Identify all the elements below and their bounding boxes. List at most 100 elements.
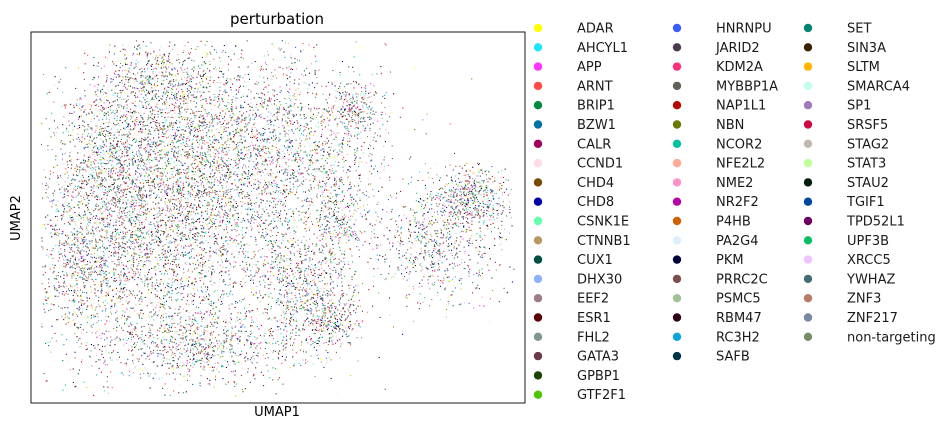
- scatter-point: [121, 70, 123, 72]
- scatter-point: [246, 192, 248, 194]
- scatter-point: [149, 185, 151, 187]
- scatter-point: [283, 127, 285, 129]
- scatter-point: [312, 92, 314, 94]
- scatter-point: [256, 83, 258, 85]
- scatter-point: [224, 162, 226, 164]
- scatter-point: [291, 235, 293, 237]
- scatter-point: [189, 329, 191, 331]
- scatter-point: [132, 264, 134, 266]
- scatter-point: [264, 259, 266, 261]
- scatter-point: [197, 141, 199, 143]
- scatter-point: [161, 281, 163, 283]
- scatter-point: [341, 182, 343, 184]
- scatter-point: [202, 221, 204, 223]
- scatter-point: [274, 227, 276, 229]
- scatter-point: [251, 258, 253, 260]
- scatter-point: [284, 347, 286, 349]
- scatter-point: [138, 290, 140, 292]
- scatter-point: [183, 83, 185, 85]
- scatter-point: [218, 285, 220, 287]
- scatter-point: [110, 371, 112, 373]
- scatter-point: [195, 106, 197, 108]
- scatter-point: [256, 326, 258, 328]
- scatter-point: [133, 307, 135, 309]
- scatter-point: [133, 196, 135, 198]
- scatter-point: [320, 186, 322, 188]
- scatter-point: [174, 333, 176, 335]
- scatter-point: [134, 127, 136, 129]
- scatter-point: [260, 105, 262, 107]
- scatter-point: [42, 274, 44, 276]
- scatter-point: [244, 139, 246, 141]
- scatter-point: [299, 289, 301, 291]
- scatter-point: [212, 205, 214, 207]
- scatter-point: [154, 288, 156, 290]
- scatter-point: [213, 214, 215, 216]
- scatter-point: [287, 145, 289, 147]
- scatter-point: [96, 374, 98, 376]
- scatter-point: [242, 196, 244, 198]
- scatter-point: [101, 170, 103, 172]
- scatter-point: [263, 141, 265, 143]
- scatter-point: [240, 107, 242, 109]
- scatter-point: [166, 316, 168, 318]
- scatter-point: [126, 57, 128, 59]
- scatter-point: [130, 246, 132, 248]
- scatter-point: [211, 224, 213, 226]
- scatter-point: [112, 288, 114, 290]
- scatter-point: [126, 289, 128, 291]
- scatter-point: [157, 225, 159, 227]
- scatter-point: [248, 221, 250, 223]
- scatter-point: [183, 296, 185, 298]
- scatter-point: [193, 242, 195, 244]
- scatter-point: [226, 193, 228, 195]
- scatter-point: [154, 208, 156, 210]
- scatter-point: [141, 230, 143, 232]
- scatter-point: [199, 313, 201, 315]
- scatter-point: [238, 251, 240, 253]
- scatter-point: [136, 283, 138, 285]
- scatter-point: [189, 229, 191, 231]
- scatter-point: [90, 325, 92, 327]
- scatter-point: [123, 275, 125, 277]
- scatter-point: [278, 191, 280, 193]
- scatter-point: [125, 278, 127, 280]
- scatter-point: [154, 238, 156, 240]
- scatter-point: [175, 102, 177, 104]
- scatter-point: [90, 278, 92, 280]
- scatter-point: [220, 251, 222, 253]
- scatter-point: [184, 251, 186, 253]
- scatter-point: [271, 43, 273, 45]
- scatter-point: [336, 393, 338, 395]
- scatter-point: [300, 117, 302, 119]
- scatter-point: [62, 360, 64, 362]
- scatter-point: [205, 239, 207, 241]
- scatter-point: [173, 390, 175, 392]
- scatter-point: [316, 315, 318, 317]
- scatter-point: [272, 75, 274, 77]
- scatter-point: [209, 250, 211, 252]
- scatter-point: [276, 239, 278, 241]
- scatter-point: [205, 291, 207, 293]
- scatter-point: [173, 271, 175, 273]
- scatter-point: [150, 247, 152, 249]
- scatter-point: [182, 337, 184, 339]
- scatter-point: [82, 260, 84, 262]
- scatter-point: [108, 204, 110, 206]
- scatter-point: [124, 273, 126, 275]
- scatter-point: [81, 141, 83, 143]
- scatter-point: [317, 122, 319, 124]
- scatter-point: [188, 318, 190, 320]
- scatter-point: [216, 238, 218, 240]
- scatter-point: [143, 237, 145, 239]
- scatter-point: [224, 192, 226, 194]
- scatter-point: [256, 172, 258, 174]
- scatter-point: [167, 251, 169, 253]
- scatter-point: [283, 51, 285, 53]
- scatter-point: [187, 252, 189, 254]
- scatter-point: [188, 225, 190, 227]
- scatter-point: [52, 304, 54, 306]
- scatter-point: [242, 251, 244, 253]
- scatter-point: [259, 249, 261, 251]
- scatter-point: [321, 251, 323, 253]
